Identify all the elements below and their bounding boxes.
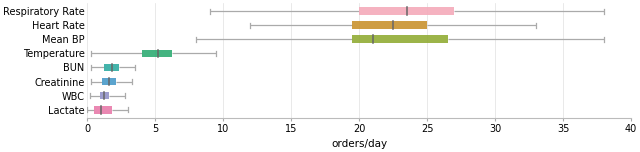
Bar [100,92,109,99]
Bar [104,64,118,71]
Bar [353,35,447,43]
Bar [94,106,112,114]
X-axis label: orders/day: orders/day [331,139,387,149]
Bar [102,78,116,85]
Bar [141,50,172,57]
Bar [353,21,427,29]
Bar [359,7,454,15]
